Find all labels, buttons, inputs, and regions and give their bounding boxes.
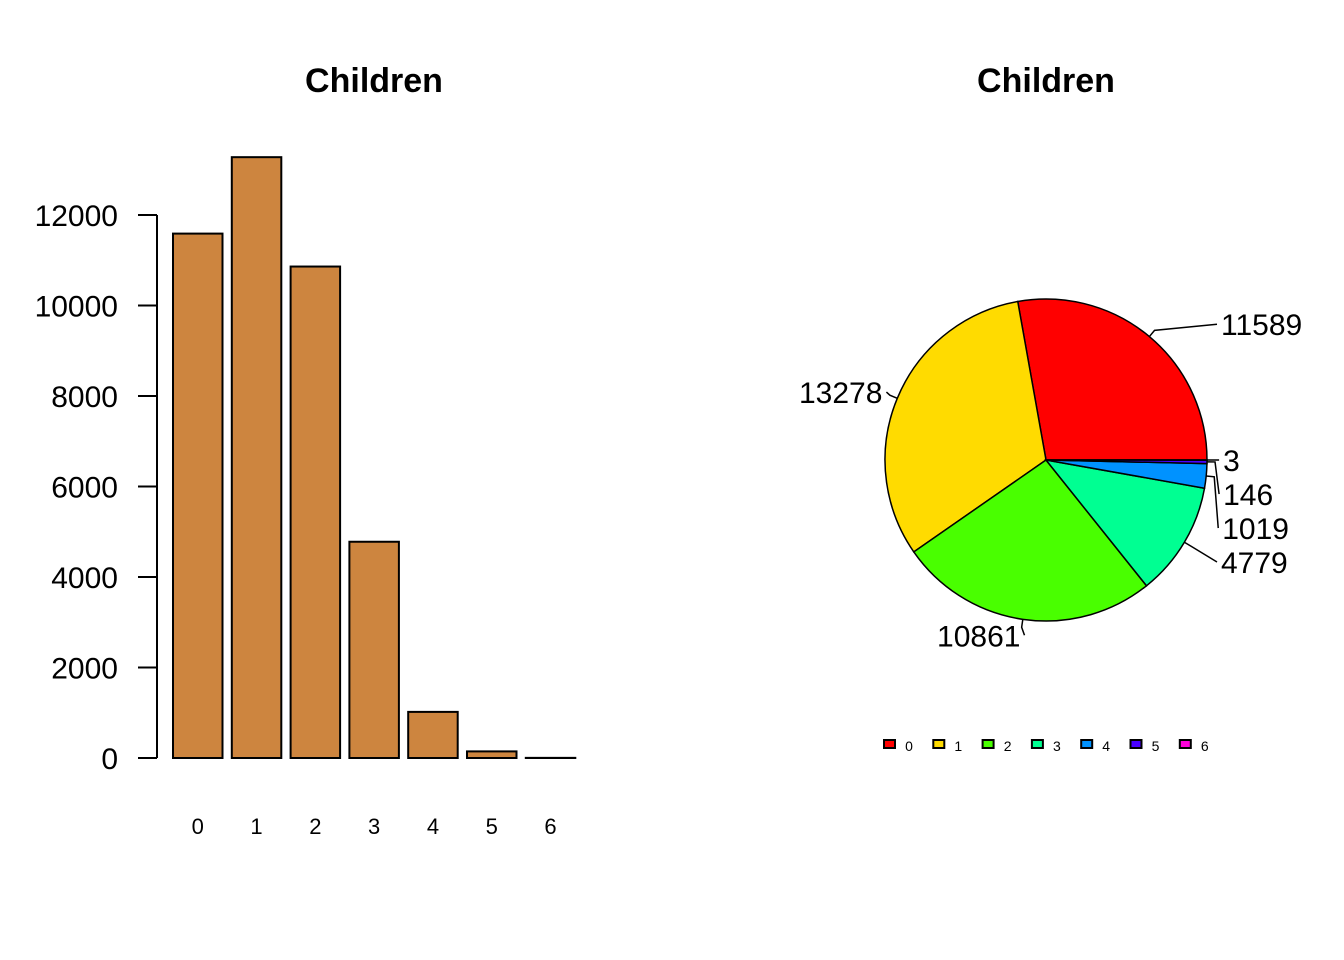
x-tick-label: 1 bbox=[250, 814, 262, 839]
pie-slice-label: 13278 bbox=[799, 377, 882, 410]
pie-slice-1 bbox=[884, 300, 1047, 553]
legend-label: 4 bbox=[1102, 738, 1110, 754]
x-tick-label: 2 bbox=[309, 814, 321, 839]
legend-swatch bbox=[1030, 739, 1044, 749]
pie-chart-title: Children bbox=[977, 62, 1115, 100]
x-tick-label: 4 bbox=[427, 814, 439, 839]
bar-3 bbox=[348, 540, 400, 759]
bar-1 bbox=[230, 156, 283, 760]
bar-chart: 0 2000 4000 6000 8000 10000 12000 0 1 2 3 4 5 6 bbox=[35, 156, 577, 839]
pie-slice-label: 1019 bbox=[1222, 513, 1289, 546]
pie-label-leader bbox=[1148, 323, 1218, 338]
y-tick-label: 4000 bbox=[51, 562, 118, 595]
y-tick-label: 0 bbox=[101, 743, 118, 776]
legend-swatch bbox=[883, 739, 896, 749]
pie-label-leader bbox=[1206, 475, 1219, 529]
x-tick-label: 0 bbox=[192, 814, 204, 839]
legend-swatch bbox=[932, 739, 946, 749]
bar-chart-title: Children bbox=[305, 62, 443, 100]
x-tick-label: 6 bbox=[544, 814, 556, 839]
legend-label: 0 bbox=[905, 738, 913, 754]
legend-label: 6 bbox=[1201, 738, 1209, 754]
bar-2 bbox=[289, 265, 342, 759]
y-tick-label: 2000 bbox=[51, 653, 118, 686]
legend-swatch bbox=[1178, 739, 1192, 749]
pie-slice-label: 4779 bbox=[1221, 547, 1288, 580]
pie-slice-label: 10861 bbox=[937, 620, 1020, 653]
x-tick-label: 5 bbox=[486, 814, 498, 839]
legend-label: 5 bbox=[1152, 738, 1160, 754]
x-tick-label: 3 bbox=[368, 814, 380, 839]
pie-slice-label: 146 bbox=[1223, 479, 1273, 512]
pie-slice-label: 3 bbox=[1223, 445, 1240, 478]
legend-label: 3 bbox=[1053, 738, 1061, 754]
legend-swatch bbox=[981, 739, 995, 749]
pie-label-leader bbox=[1184, 541, 1218, 563]
legend-label: 2 bbox=[1004, 738, 1012, 754]
bar-4 bbox=[407, 710, 459, 760]
pie-slice-label: 11589 bbox=[1221, 309, 1302, 342]
y-tick-label: 8000 bbox=[51, 381, 118, 414]
pie-label-leader bbox=[1206, 461, 1220, 495]
pie-slice-0 bbox=[1016, 298, 1208, 461]
pie-slice-2 bbox=[912, 458, 1148, 622]
y-tick-label: 12000 bbox=[35, 200, 118, 233]
legend-label: 1 bbox=[954, 738, 962, 754]
pie-label-leader bbox=[1020, 619, 1026, 636]
legend-swatch bbox=[1129, 739, 1143, 749]
pie-slice-3 bbox=[1044, 458, 1206, 587]
pie-label-leader bbox=[885, 391, 898, 399]
y-tick-label: 6000 bbox=[51, 472, 118, 505]
legend-swatch bbox=[1080, 739, 1094, 749]
bar-5 bbox=[466, 750, 518, 759]
y-tick-label: 10000 bbox=[35, 291, 118, 324]
pie-legend: 0 1 2 3 4 5 6 bbox=[883, 738, 1209, 754]
bar-0 bbox=[172, 232, 224, 759]
